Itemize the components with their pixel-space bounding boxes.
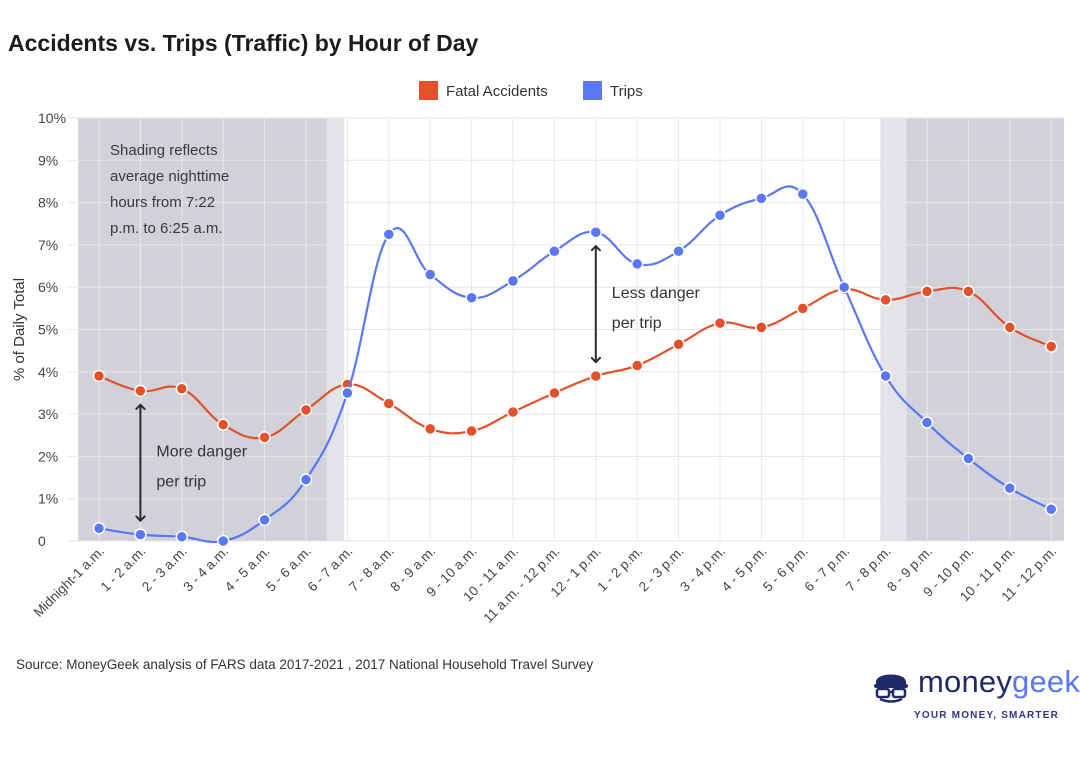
y-tick-label: 3% — [38, 406, 58, 422]
trips-point — [713, 209, 727, 222]
line-chart: Shading reflects average nighttime hours f… — [11, 81, 1064, 626]
fatal-accidents-point — [589, 369, 603, 383]
fatal-accidents-point — [382, 397, 396, 410]
legend-label: Trips — [610, 83, 643, 100]
trips-point — [796, 187, 810, 201]
logo-tagline: YOUR MONEY, SMARTER — [914, 710, 1060, 721]
trips-point — [92, 522, 106, 535]
legend-swatch — [419, 81, 438, 100]
legend: Fatal Accidents Trips — [419, 81, 643, 100]
logo-wordmark: moneygeek — [918, 664, 1080, 699]
fatal-accidents-point — [92, 369, 106, 383]
shading-note: Shading reflects average nighttime hours f… — [110, 142, 229, 237]
annotation-text: per trip — [612, 315, 662, 332]
trips-point — [134, 528, 147, 541]
y-tick-label: 10% — [38, 110, 66, 126]
shading-note-line: average nighttime — [110, 168, 229, 185]
trips-point — [423, 268, 437, 281]
fatal-accidents-point — [1044, 340, 1058, 353]
trips-point — [962, 452, 975, 465]
series — [92, 185, 1058, 548]
shading-note-line: Shading reflects — [110, 142, 218, 159]
shading-note-line: p.m. to 6:25 a.m. — [110, 220, 223, 237]
fatal-accidents-point — [796, 302, 810, 315]
y-tick-label: 8% — [38, 195, 58, 211]
trips-point — [548, 244, 561, 258]
fatal-accidents-point — [506, 405, 520, 419]
moneygeek-logo-icon — [874, 674, 908, 703]
chart-title: Accidents vs. Trips (Traffic) by Hour of… — [8, 30, 479, 56]
fatal-accidents-point — [879, 293, 892, 307]
y-tick-label: 4% — [38, 364, 58, 380]
gridlines — [68, 117, 1064, 542]
trips-point — [1044, 503, 1058, 516]
trips-point — [879, 369, 892, 383]
y-tick-label: 5% — [38, 322, 58, 338]
fatal-accidents-point — [962, 285, 975, 298]
fatal-accidents-point — [713, 316, 727, 330]
y-axis-title: % of Daily Total — [11, 278, 28, 381]
trips-point — [382, 228, 396, 241]
trips-point — [506, 274, 520, 288]
fatal-accidents-point — [920, 285, 934, 298]
x-tick-label: 11 a.m. - 12 p.m. — [480, 544, 562, 626]
fatal-accidents-point — [465, 424, 478, 438]
y-tick-label: 6% — [38, 279, 58, 295]
fatal-accidents-point — [1003, 321, 1017, 334]
fatal-accidents-point — [423, 422, 437, 436]
x-tick-label: Midnight-1 a.m. — [31, 544, 107, 620]
y-tick-label: 2% — [38, 448, 58, 464]
legend-swatch — [583, 81, 602, 100]
trips-point — [465, 291, 478, 305]
fatal-accidents-point — [258, 431, 271, 444]
fatal-accidents-point — [175, 382, 189, 395]
fatal-accidents-point — [630, 359, 644, 372]
annotation-text: More danger — [156, 444, 247, 461]
trips-point — [341, 386, 354, 400]
trips-point — [630, 257, 644, 271]
trips-point — [755, 192, 768, 205]
trips-point — [258, 513, 271, 527]
fatal-accidents-point — [548, 386, 561, 400]
trips-point — [299, 473, 313, 486]
trips-point — [175, 530, 189, 544]
trips-point — [1003, 481, 1017, 495]
trips-point — [216, 534, 230, 548]
trips-point — [837, 280, 851, 294]
source-note: Source: MoneyGeek analysis of FARS data … — [16, 657, 594, 672]
annotation-text: Less danger — [612, 285, 701, 302]
fatal-accidents-point — [755, 321, 768, 334]
annotations: More danger per trip Less danger per trip — [140, 246, 701, 520]
trips-point — [589, 225, 603, 239]
y-tick-label: 0 — [38, 533, 46, 549]
moneygeek-logo: moneygeek YOUR MONEY, SMARTER — [866, 664, 1080, 724]
annotation-text: per trip — [156, 474, 206, 491]
fatal-accidents-point — [672, 338, 685, 351]
fatal-accidents-point — [299, 403, 313, 417]
trips-point — [920, 416, 934, 429]
y-tick-label: 7% — [38, 237, 58, 253]
fatal-accidents-point — [216, 418, 230, 431]
y-tick-label: 9% — [38, 152, 58, 168]
trips-point — [672, 244, 685, 258]
shading-note-line: hours from 7:22 — [110, 194, 215, 211]
fatal-accidents-point — [134, 384, 147, 398]
y-axis: 0 1% 2% 3% 4% 5% 6% 7% 8% 9% 10% % of Daily Total — [11, 110, 66, 549]
x-axis: Midnight-1 a.m.1 - 2 a.m.2 - 3 a.m.3 - 4… — [31, 544, 1060, 626]
legend-label: Fatal Accidents — [446, 83, 548, 100]
y-tick-label: 1% — [38, 491, 58, 507]
